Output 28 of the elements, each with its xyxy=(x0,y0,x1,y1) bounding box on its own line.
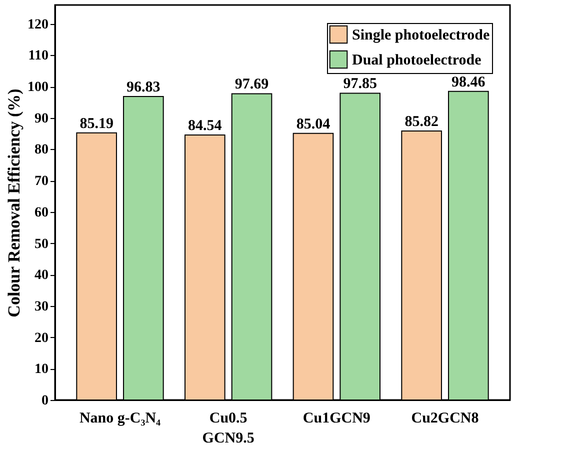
x-tick-label: Cu0.5 GCN9.5 xyxy=(202,410,254,446)
data-label: 85.82 xyxy=(404,114,438,130)
y-axis-title: Colour Removal Efficiency (%) xyxy=(4,88,24,318)
y-tick-label: 60 xyxy=(34,205,48,220)
y-tick-label: 30 xyxy=(34,299,48,314)
y-tick-label: 110 xyxy=(28,48,48,64)
data-label: 85.19 xyxy=(80,116,114,132)
y-tick-label: 90 xyxy=(34,111,48,126)
legend-label: Dual photoelectrode xyxy=(352,52,482,68)
y-tick-label: 70 xyxy=(34,174,48,190)
legend-label: Single photoelectrode xyxy=(352,28,490,44)
y-tick-label: 20 xyxy=(34,330,48,346)
x-tick-label: Nano g-C₃N₄ xyxy=(79,410,162,426)
data-label: 96.83 xyxy=(126,79,160,96)
y-tick-label: 0 xyxy=(42,394,48,408)
data-label: 97.85 xyxy=(343,76,377,92)
y-tick-label: 50 xyxy=(34,236,48,252)
y-tick-label: 80 xyxy=(34,142,48,158)
data-label: 85.04 xyxy=(296,116,331,132)
data-label: 84.54 xyxy=(188,118,222,134)
data-label: 97.69 xyxy=(234,76,269,93)
y-tick-label: 100 xyxy=(28,80,48,96)
y-tick-label: 40 xyxy=(34,268,48,284)
data-label: 98.46 xyxy=(452,74,486,90)
y-tick-label: 120 xyxy=(28,17,48,32)
x-tick-label: Cu2GCN8 xyxy=(411,410,479,426)
y-tick-label: 10 xyxy=(34,362,48,378)
x-tick-label: Cu1GCN9 xyxy=(302,410,370,426)
